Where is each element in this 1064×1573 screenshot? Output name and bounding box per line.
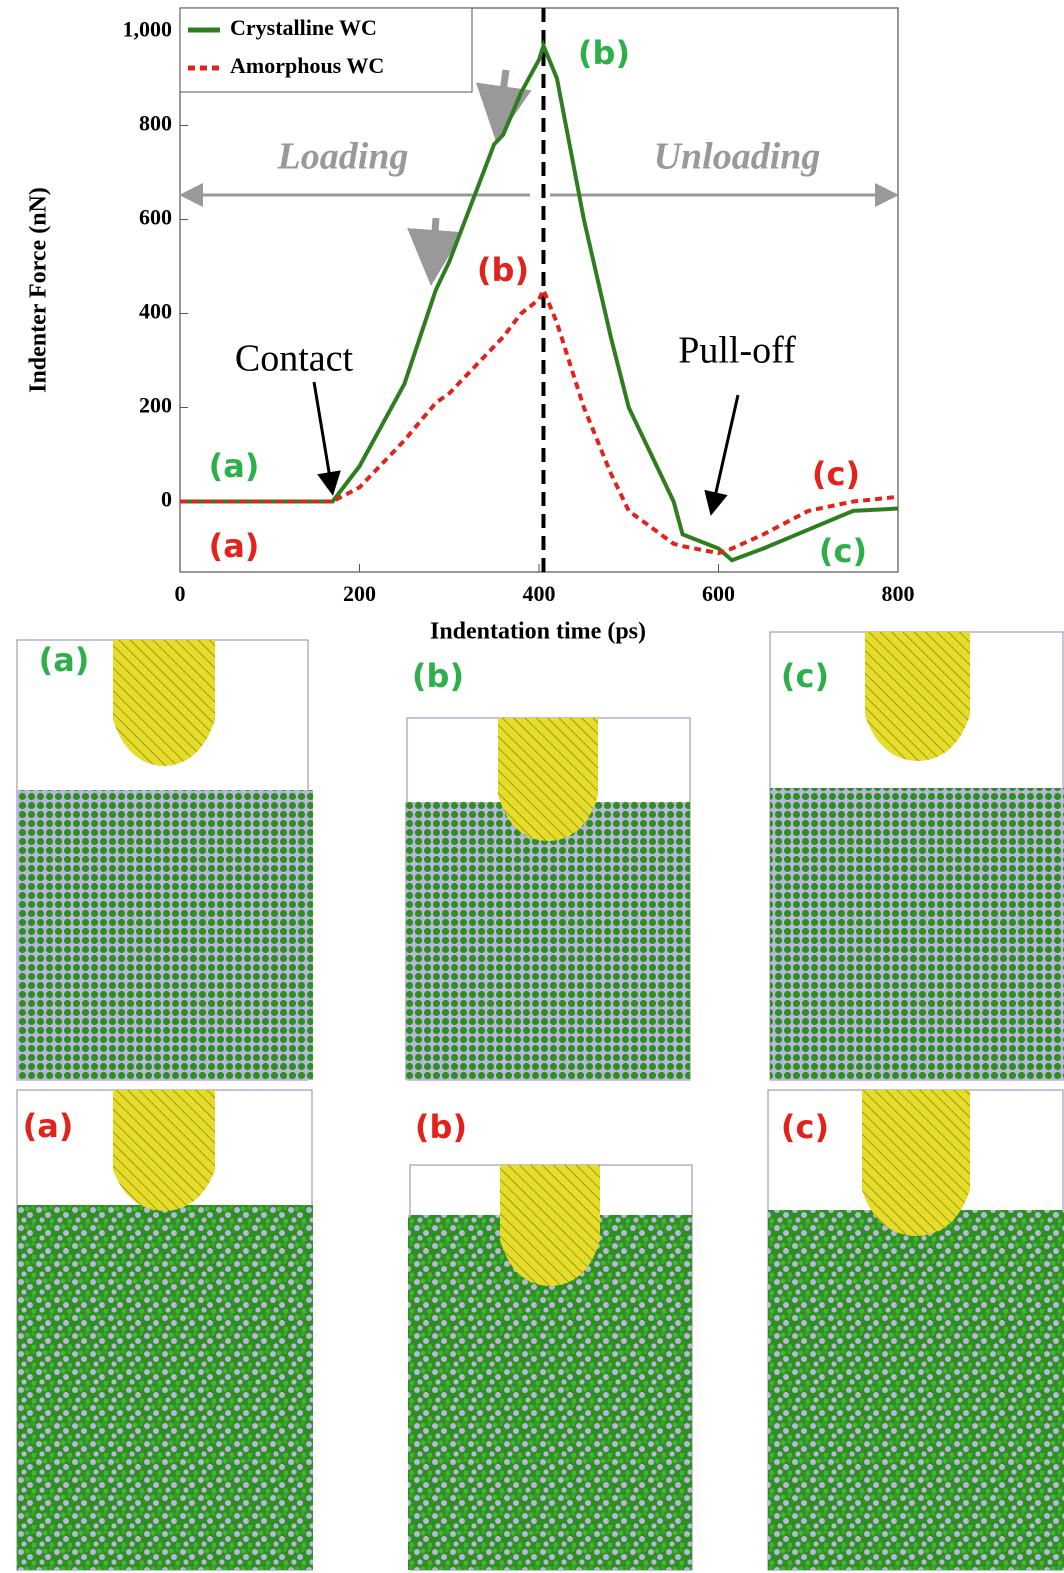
annotation: Pull-off [678, 330, 796, 372]
pulloff-arrow [712, 395, 738, 510]
annotation: (c) [812, 455, 860, 493]
annotation: (a) [209, 527, 260, 565]
figure: Indenter Force (nN) Indentation time (ps… [0, 0, 1064, 1573]
indenter [862, 1090, 970, 1236]
indenter [498, 718, 598, 841]
panel-label: (c) [781, 1108, 829, 1146]
x-tick-label: 400 [523, 581, 556, 606]
plot-frame [180, 8, 898, 572]
annotation: Loading [277, 136, 409, 178]
substrate [768, 1210, 1064, 1570]
event-arrow [498, 70, 506, 128]
indenter [500, 1165, 600, 1286]
x-tick-label: 600 [702, 581, 735, 606]
panel-label: (c) [781, 657, 829, 695]
y-tick-label: 800 [139, 111, 172, 136]
indenter [113, 640, 215, 766]
x-axis-title: Indentation time (ps) [430, 619, 646, 645]
indenter [865, 632, 970, 761]
legend-label: Amorphous WC [230, 53, 384, 78]
event-arrow [432, 218, 436, 272]
legend-label: Crystalline WC [230, 15, 377, 40]
contact-arrow [314, 382, 332, 490]
substrate [17, 1205, 313, 1570]
annotation: (b) [477, 251, 529, 289]
panel-label: (a) [23, 1107, 74, 1145]
y-tick-label: 1,000 [123, 17, 173, 42]
panel-label: (a) [39, 641, 90, 679]
panels: (a) (b) (c) (a) (b) (c) [17, 632, 1064, 1570]
y-axis-title: Indenter Force (nN) [26, 187, 52, 393]
annotation: (b) [578, 34, 630, 72]
x-tick-label: 200 [343, 581, 376, 606]
annotation: (c) [819, 532, 867, 570]
series-line [180, 46, 898, 561]
annotation: (a) [209, 447, 260, 485]
y-tick-label: 600 [139, 205, 172, 230]
y-tick-label: 400 [139, 299, 172, 324]
substrate [17, 790, 313, 1080]
x-tick-label: 800 [882, 581, 915, 606]
panel-label: (b) [415, 1108, 467, 1146]
y-tick-label: 200 [139, 393, 172, 418]
substrate [770, 788, 1064, 1080]
panel-label: (b) [412, 657, 464, 695]
substrate [405, 802, 690, 1080]
indenter [113, 1090, 215, 1211]
annotation: Unloading [654, 136, 821, 178]
annotation: Contact [235, 338, 354, 380]
y-tick-label: 0 [161, 487, 172, 512]
x-tick-label: 0 [175, 581, 186, 606]
